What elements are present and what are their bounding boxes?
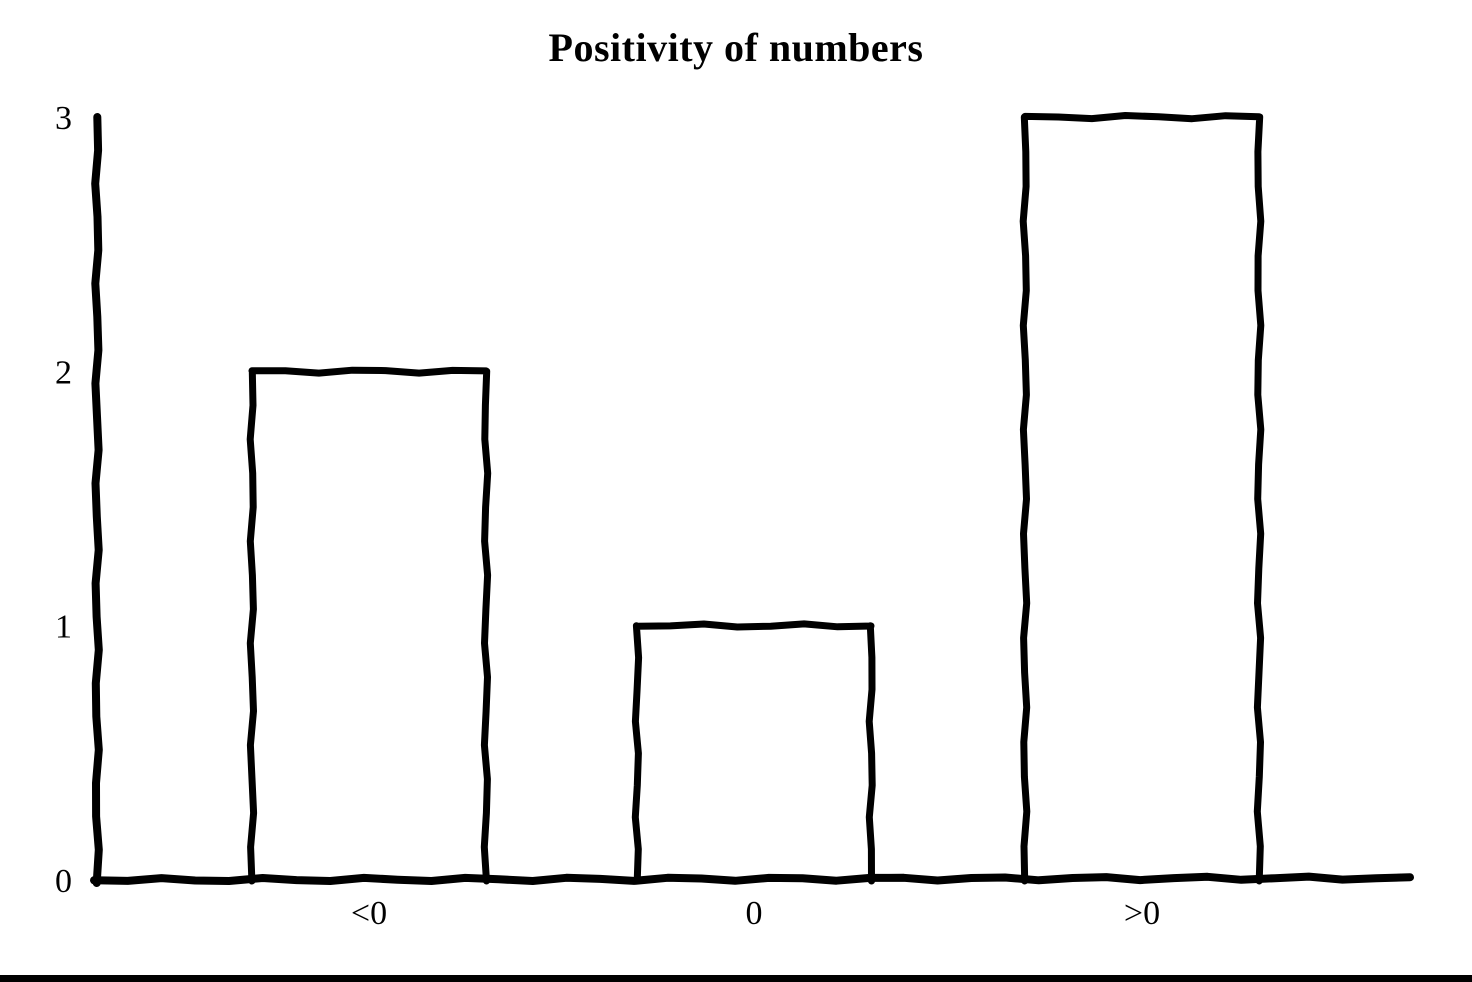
- y-tick-label-2: 2: [55, 354, 72, 391]
- bottom-border: [0, 975, 1472, 982]
- y-tick-label-3: 3: [55, 100, 72, 137]
- x-tick-label-<0: <0: [351, 895, 387, 932]
- x-tick-label->0: >0: [1124, 895, 1160, 932]
- bar-0: [631, 620, 876, 885]
- bar-<0: [246, 366, 492, 885]
- bar->0: [1019, 112, 1265, 885]
- y-tick-label-1: 1: [55, 609, 72, 646]
- y-tick-label-0: 0: [55, 863, 72, 900]
- x-tick-label-0: 0: [746, 895, 763, 932]
- x-axis: [90, 872, 1414, 885]
- y-axis: [91, 113, 103, 887]
- chart-title: Positivity of numbers: [548, 25, 924, 70]
